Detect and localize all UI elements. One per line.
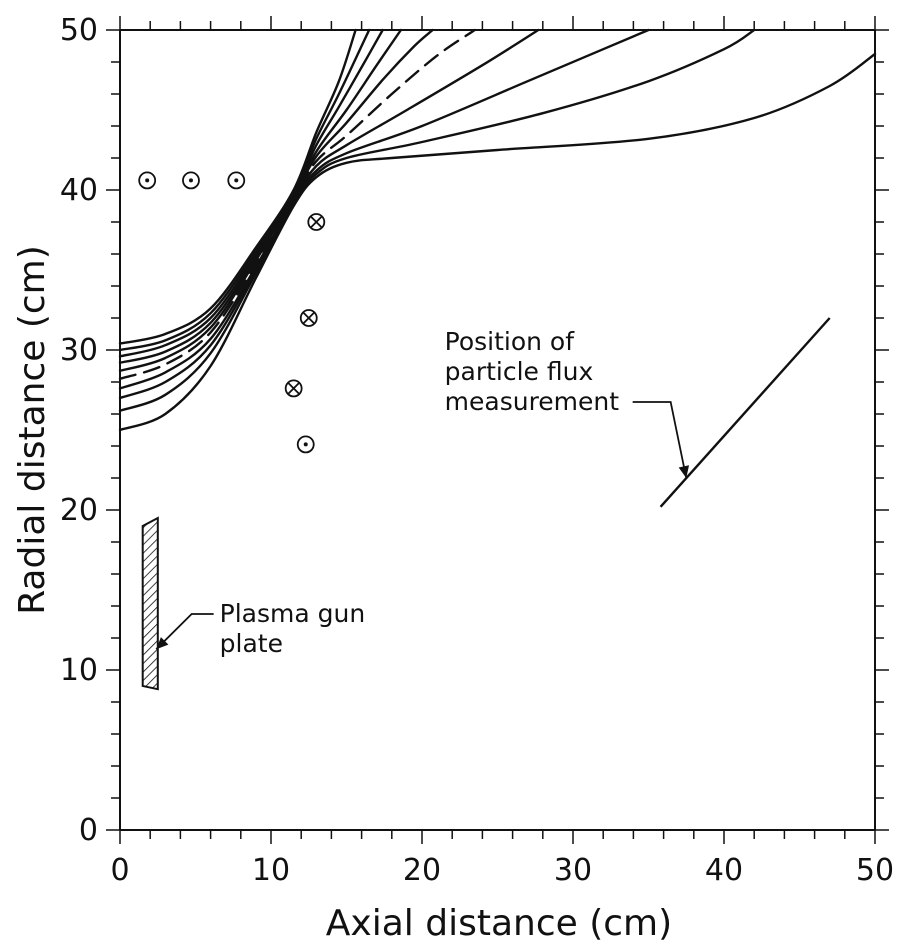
marker-cross [302, 311, 315, 325]
y-tick-label: 0 [79, 813, 98, 848]
field-line [118, 28, 384, 358]
current-into-page-marker [284, 379, 303, 398]
field-line [118, 28, 434, 372]
marker-cross [310, 215, 323, 229]
x-tick-label: 50 [856, 853, 894, 888]
flux-position-label: measurement [445, 387, 620, 416]
flux-position-label: Position of [445, 327, 576, 356]
marker-dot [145, 178, 150, 183]
current-out-of-page-marker [182, 171, 200, 190]
field-line-dashed [118, 28, 476, 380]
leader-line [632, 401, 688, 479]
plasma-gun-plate-shape [141, 516, 159, 691]
marker-dot [234, 178, 239, 183]
x-tick-label: 40 [705, 853, 743, 888]
y-axis-title: Radial distance (cm) [12, 245, 53, 615]
flux-position-label: particle flux [445, 357, 594, 386]
current-into-page-marker [299, 309, 318, 327]
field-line [118, 28, 540, 390]
current-out-of-page-marker [296, 435, 315, 454]
y-tick-label: 10 [60, 653, 98, 688]
field-line [118, 52, 877, 432]
y-tick-label: 20 [60, 493, 98, 528]
x-tick-label: 30 [554, 853, 592, 888]
y-tick-label: 50 [60, 13, 98, 48]
x-tick-label: 0 [110, 853, 129, 888]
marker-dot [303, 442, 308, 447]
field-line [118, 28, 357, 345]
marker-cross [287, 382, 300, 395]
plasma-gun-plate-label: plate [220, 629, 283, 658]
field-line [118, 28, 403, 364]
y-tick-label: 40 [60, 173, 98, 208]
current-out-of-page-marker [138, 171, 157, 190]
leader-line [155, 613, 214, 650]
current-out-of-page-marker [227, 171, 246, 190]
x-axis-title: Axial distance (cm) [326, 903, 672, 944]
flux-measurement-line [659, 317, 831, 508]
arrow-head [156, 637, 169, 650]
field-line [118, 28, 650, 400]
field-line [118, 28, 756, 412]
current-into-page-marker [307, 213, 326, 231]
plasma-gun-plate-label: Plasma gun [220, 599, 366, 628]
marker-dot [188, 178, 193, 183]
y-tick-label: 30 [60, 333, 98, 368]
x-tick-label: 20 [403, 853, 441, 888]
x-tick-label: 10 [252, 853, 290, 888]
arrow-head [678, 465, 690, 478]
